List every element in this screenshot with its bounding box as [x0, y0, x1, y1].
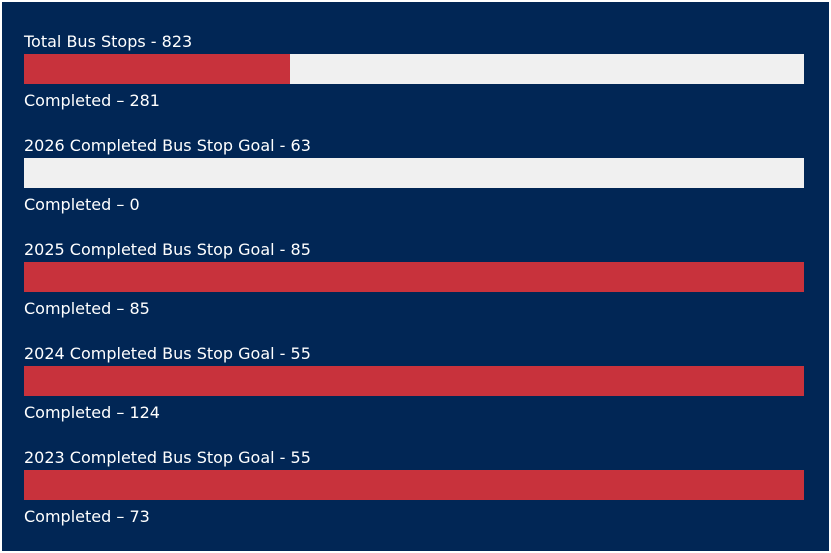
meter-title: 2026 Completed Bus Stop Goal - 63 — [24, 136, 311, 155]
meter-completed-label: Completed – 85 — [24, 299, 150, 318]
progress-fill — [24, 54, 290, 84]
progress-track — [24, 54, 804, 84]
progress-track — [24, 262, 804, 292]
meter-title: 2025 Completed Bus Stop Goal - 85 — [24, 240, 311, 259]
progress-track — [24, 158, 804, 188]
progress-fill — [24, 470, 804, 500]
meter-completed-label: Completed – 124 — [24, 403, 160, 422]
meter-title: 2024 Completed Bus Stop Goal - 55 — [24, 344, 311, 363]
meter-title: Total Bus Stops - 823 — [24, 32, 193, 51]
progress-fill — [24, 366, 804, 396]
meter-completed-label: Completed – 0 — [24, 195, 140, 214]
meter-completed-label: Completed – 281 — [24, 91, 160, 110]
progress-track — [24, 470, 804, 500]
progress-fill — [24, 262, 804, 292]
meter-completed-label: Completed – 73 — [24, 507, 150, 526]
meter-title: 2023 Completed Bus Stop Goal - 55 — [24, 448, 311, 467]
progress-track — [24, 366, 804, 396]
